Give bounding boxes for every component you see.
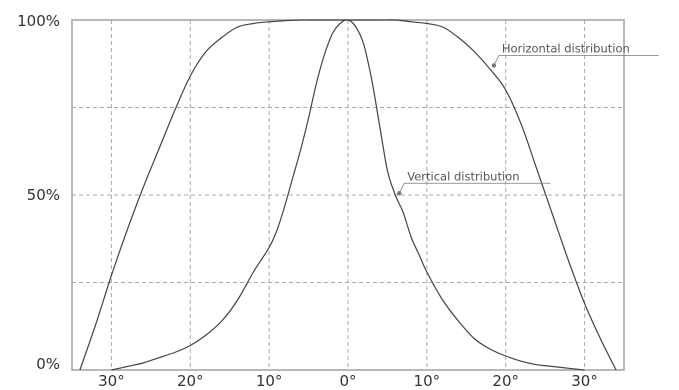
y-tick-label-1: 50% <box>27 186 60 204</box>
annotation-leader-1 <box>398 183 405 194</box>
x-axis-ticks: 30° 20° 10° 0° 10° 20° 30° <box>98 372 598 390</box>
x-tick-label-2: 10° <box>256 372 283 390</box>
x-tick-label-0: 30° <box>98 372 125 390</box>
x-tick-label-1: 20° <box>177 372 204 390</box>
annotation-leader-0 <box>493 55 500 66</box>
annotation-label-1: Vertical distribution <box>407 169 519 183</box>
x-tick-label-3: 0° <box>339 372 356 390</box>
grid-layer <box>72 20 624 370</box>
annotation-marker-0 <box>491 63 497 68</box>
annotation-layer: Horizontal distribution Vertical distribu… <box>397 42 659 196</box>
annotation-label-0: Horizontal distribution <box>502 42 630 56</box>
y-tick-label-2: 100% <box>17 12 60 30</box>
x-tick-label-6: 30° <box>571 372 598 390</box>
y-axis-ticks: 0% 50% 100% <box>17 12 60 373</box>
series-line-1 <box>111 19 585 371</box>
x-tick-label-5: 20° <box>492 372 519 390</box>
y-tick-label-0: 0% <box>36 355 60 373</box>
series-layer <box>79 19 617 371</box>
x-tick-label-4: 10° <box>414 372 441 390</box>
